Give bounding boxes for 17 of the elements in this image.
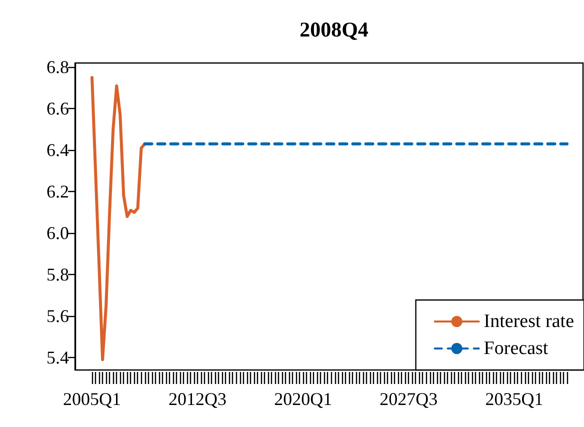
legend-label: Forecast	[484, 338, 549, 359]
x-tick-label: 2035Q1	[485, 389, 544, 409]
line-series	[90, 76, 146, 362]
x-tick-label: 2005Q1	[63, 389, 121, 409]
legend-label: Interest rate	[484, 311, 574, 332]
y-tick-label: 6.2	[46, 182, 69, 202]
chart-title: 2008Q4	[300, 18, 369, 42]
y-tick-label: 6.8	[46, 57, 69, 78]
y-tick-label: 6.4	[46, 140, 69, 160]
y-tick-label: 6.0	[46, 223, 69, 244]
y-tick-label: 5.6	[46, 306, 69, 326]
y-tick-label: 6.6	[46, 98, 69, 119]
x-tick-label: 2020Q1	[274, 389, 332, 409]
x-tick-label: 2027Q3	[380, 389, 438, 409]
y-tick-label: 5.4	[46, 348, 69, 368]
x-tick-label: 2012Q3	[168, 389, 227, 409]
y-tick-label: 5.8	[46, 264, 69, 285]
